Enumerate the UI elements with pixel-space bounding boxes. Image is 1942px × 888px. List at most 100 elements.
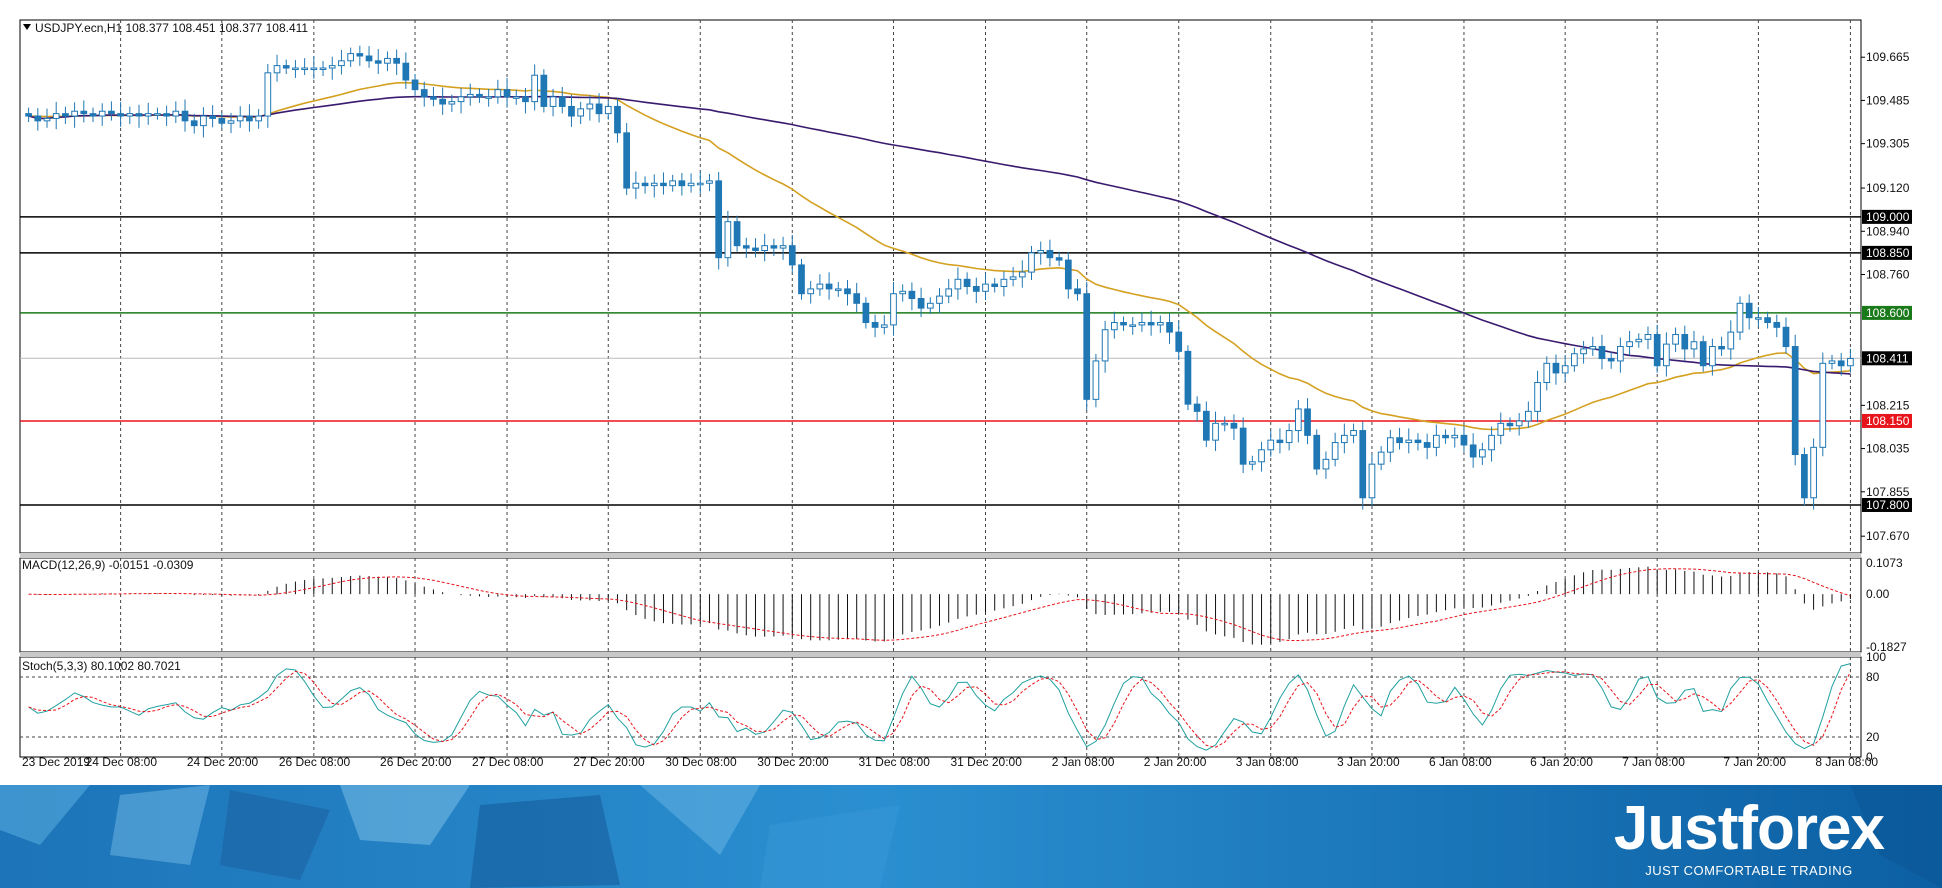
candle-body: [1497, 422, 1505, 436]
pane-separator: [20, 553, 1861, 558]
macd-axis-label: -0.1827: [1866, 640, 1907, 654]
candle-body: [982, 283, 989, 292]
candle-body: [144, 113, 152, 117]
candle-body: [1561, 365, 1569, 374]
candle-body: [650, 182, 658, 187]
candle-body: [1138, 322, 1146, 326]
candle-body: [1147, 322, 1155, 326]
candle-body: [1837, 360, 1845, 367]
candle-body: [1202, 410, 1210, 441]
candle-body: [1801, 454, 1808, 499]
candle-body: [1460, 434, 1468, 446]
candle-body: [301, 67, 308, 71]
x-axis-label: 30 Dec 08:00: [665, 755, 737, 769]
candle-body: [1626, 341, 1633, 348]
candle-body: [1221, 422, 1229, 426]
level-tag: [1862, 413, 1912, 428]
macd-label: MACD(12,26,9) -0.0151 -0.0309: [22, 558, 194, 572]
current-price-label: 108.411: [1866, 351, 1909, 365]
candle-body: [1018, 271, 1026, 278]
x-axis-label: 31 Dec 08:00: [858, 755, 930, 769]
candle-body: [1782, 326, 1790, 348]
level-tag-label: 108.150: [1866, 414, 1910, 428]
candle-body: [1101, 329, 1109, 362]
candle-body: [1239, 427, 1247, 465]
candle-body: [1736, 302, 1744, 333]
candle-body: [227, 120, 235, 124]
candle-body: [393, 57, 400, 64]
candle-body: [1653, 334, 1661, 367]
candle-body: [595, 103, 603, 115]
candle-body: [1037, 249, 1045, 254]
candle-body: [1074, 288, 1081, 295]
candle-body: [1598, 346, 1606, 360]
candle-body: [908, 290, 916, 300]
candle-body: [255, 115, 262, 122]
candle-body: [98, 110, 106, 117]
macd-axis-label: 0.1073: [1866, 556, 1903, 570]
candle-body: [853, 293, 861, 304]
x-axis-label: 2 Jan 20:00: [1144, 755, 1207, 769]
candle-body: [1230, 422, 1238, 429]
candle-body: [282, 65, 290, 69]
candle-body: [1175, 331, 1183, 352]
candle-body: [752, 247, 759, 251]
y-axis-label: 108.760: [1866, 267, 1910, 281]
candle-body: [880, 324, 888, 328]
y-axis-label: 109.305: [1866, 137, 1910, 151]
candle-body: [936, 295, 943, 304]
candle-body: [816, 283, 824, 290]
candle-body: [540, 74, 548, 107]
x-axis-label: 26 Dec 08:00: [279, 755, 351, 769]
candle-body: [328, 65, 336, 69]
candle-body: [246, 115, 253, 122]
candle-body: [52, 113, 60, 119]
candle-body: [1810, 446, 1817, 499]
stoch-axis-label: 0: [1866, 750, 1873, 764]
candle-body: [365, 55, 373, 62]
candle-body: [1129, 324, 1137, 327]
candle-body: [273, 65, 281, 74]
y-axis-label: 109.120: [1866, 181, 1910, 195]
candle-body: [1359, 430, 1367, 499]
brand-logo-text: Justforex: [1613, 794, 1885, 863]
candle-body: [411, 79, 419, 91]
candle-body: [62, 113, 69, 117]
candle-body: [586, 103, 594, 110]
candle-body: [264, 72, 272, 117]
candle-body: [1313, 434, 1321, 470]
x-axis-label: 7 Jan 20:00: [1723, 755, 1786, 769]
candle-body: [678, 180, 686, 187]
x-axis-label: 27 Dec 08:00: [472, 755, 544, 769]
candle-body: [558, 96, 566, 107]
symbol-header: USDJPY.ecn,H1 108.377 108.451 108.377 10…: [35, 21, 308, 35]
candle-body: [457, 96, 465, 103]
candle-body: [338, 60, 345, 67]
candle-body: [1267, 439, 1275, 451]
x-axis-label: 27 Dec 20:00: [573, 755, 645, 769]
dropdown-arrow-icon[interactable]: [23, 24, 31, 30]
current-price-tag: [1862, 351, 1912, 366]
candle-body: [1699, 341, 1707, 367]
stoch-k-line: [28, 663, 1851, 751]
brand-banner: Justforex JUST COMFORTABLE TRADING: [0, 785, 1942, 888]
candle-body: [788, 245, 796, 266]
candle-body: [1847, 358, 1854, 367]
candle-body: [1635, 338, 1643, 343]
candle-body: [1276, 439, 1284, 444]
candle-body: [209, 115, 216, 119]
candle-body: [1755, 317, 1762, 320]
candle-body: [1092, 360, 1100, 400]
x-axis-label: 2 Jan 08:00: [1052, 755, 1115, 769]
candle-body: [430, 96, 437, 100]
x-axis-label: 6 Jan 20:00: [1530, 755, 1593, 769]
stoch-d-line: [28, 670, 1851, 748]
x-axis-label: 24 Dec 20:00: [187, 755, 259, 769]
candle-body: [1285, 430, 1293, 444]
candle-body: [1791, 346, 1799, 456]
level-tag-label: 109.000: [1866, 210, 1910, 224]
candle-body: [1396, 437, 1403, 444]
candle-body: [1690, 341, 1698, 350]
y-axis-label: 107.855: [1866, 485, 1910, 499]
candle-body: [1028, 252, 1035, 273]
